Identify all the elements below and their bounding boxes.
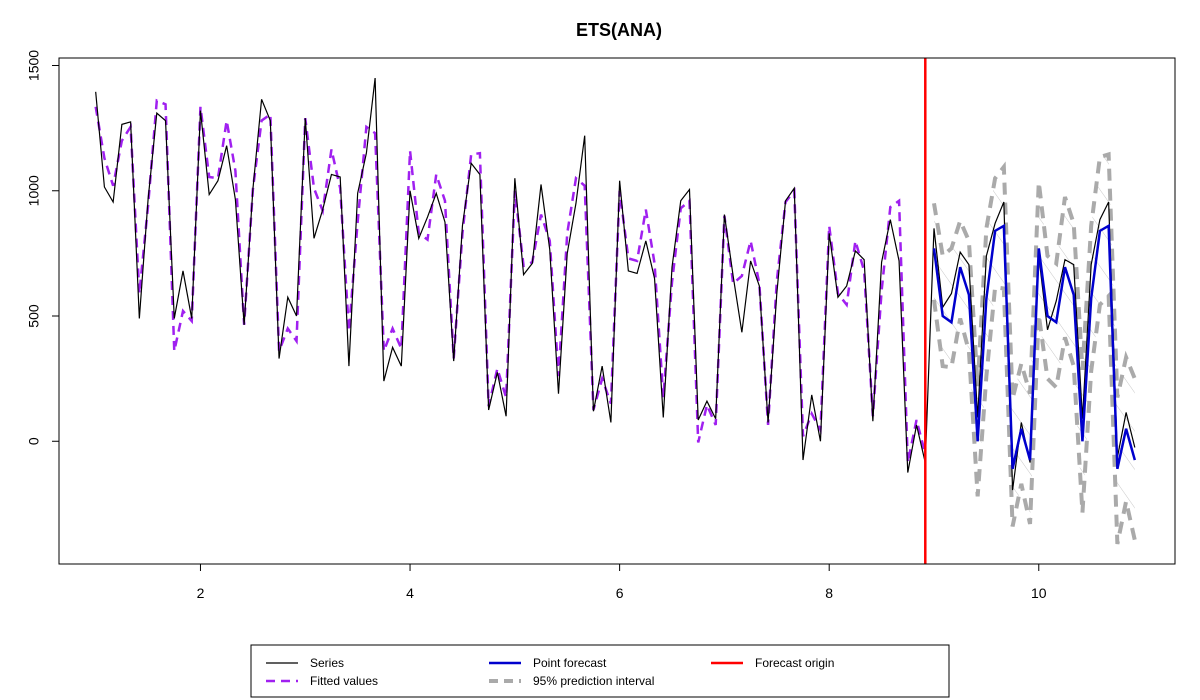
plot-frame bbox=[58, 57, 1176, 565]
y-tick-label: 1500 bbox=[26, 50, 42, 81]
prediction-interval-upper bbox=[932, 151, 1137, 400]
y-tick-label: 0 bbox=[26, 437, 42, 445]
x-tick-label: 2 bbox=[197, 585, 205, 601]
legend-label: Series bbox=[310, 656, 344, 670]
point-forecast-line bbox=[932, 223, 1137, 470]
legend-label: Forecast origin bbox=[755, 656, 834, 670]
legend-label: Point forecast bbox=[533, 656, 607, 670]
legend-label: 95% prediction interval bbox=[533, 674, 654, 688]
x-tick-label: 8 bbox=[825, 585, 833, 601]
y-tick-label: 500 bbox=[26, 304, 42, 328]
prediction-interval-lower bbox=[932, 284, 1137, 545]
legend: Series Fitted values Point forecast 95% pre… bbox=[250, 644, 950, 698]
x-tick-label: 6 bbox=[616, 585, 624, 601]
legend-label: Fitted values bbox=[310, 674, 378, 688]
series-line bbox=[95, 77, 1136, 491]
y-tick-label: 1000 bbox=[26, 175, 42, 206]
chart-title: ETS(ANA) bbox=[576, 20, 662, 40]
x-tick-label: 4 bbox=[406, 585, 414, 601]
legend-frame bbox=[250, 644, 950, 698]
x-tick-label: 10 bbox=[1031, 585, 1047, 601]
